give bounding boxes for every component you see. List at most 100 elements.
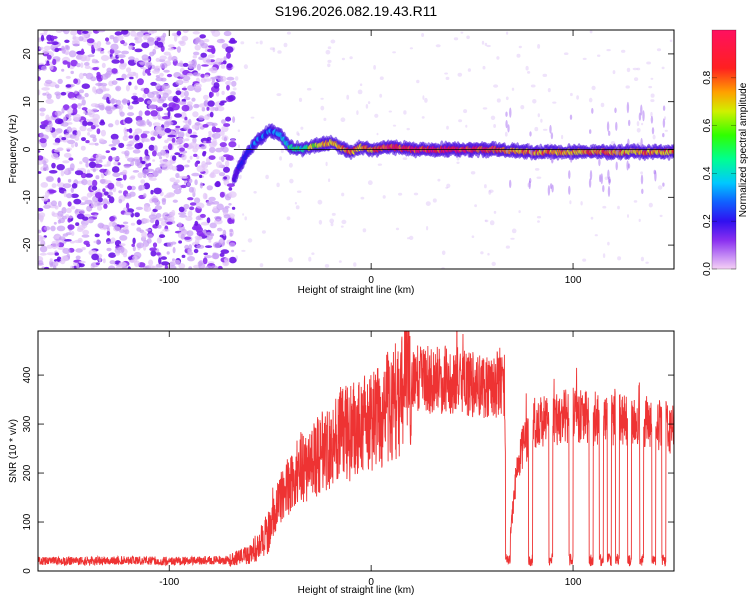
noise-speckle <box>206 185 213 191</box>
noise-speckle <box>318 219 323 225</box>
noise-speckle <box>145 168 155 172</box>
noise-speckle <box>534 168 540 171</box>
noise-speckle <box>38 171 42 174</box>
dropout-streak <box>529 148 532 154</box>
noise-speckle <box>145 228 152 232</box>
noise-speckle <box>144 33 151 38</box>
noise-speckle <box>108 144 117 147</box>
noise-speckle <box>55 241 60 248</box>
noise-speckle <box>641 122 644 126</box>
noise-speckle <box>57 219 62 224</box>
noise-speckle <box>652 134 656 140</box>
noise-speckle <box>181 254 186 258</box>
noise-speckle <box>194 197 201 204</box>
noise-speckle <box>186 182 191 187</box>
noise-speckle <box>114 119 120 126</box>
noise-speckle <box>63 152 72 158</box>
noise-speckle <box>300 126 304 130</box>
noise-speckle <box>79 202 86 206</box>
noise-speckle <box>122 169 128 175</box>
noise-speckle <box>77 102 82 110</box>
noise-speckle <box>62 60 69 65</box>
noise-speckle <box>111 138 120 145</box>
noise-speckle <box>126 193 132 197</box>
noise-speckle <box>121 30 129 35</box>
noise-speckle <box>41 236 46 240</box>
noise-speckle <box>199 233 206 237</box>
noise-speckle <box>73 78 78 84</box>
spectrogram-x-label: Height of straight line (km) <box>298 285 415 296</box>
dropout-streak <box>570 155 573 163</box>
noise-speckle <box>80 62 84 68</box>
noise-speckle <box>110 43 119 51</box>
noise-speckle <box>96 128 101 135</box>
noise-speckle <box>220 249 230 254</box>
noise-speckle <box>62 183 72 189</box>
noise-speckle <box>156 107 164 112</box>
noise-speckle <box>359 83 363 86</box>
noise-speckle <box>151 196 159 203</box>
noise-speckle <box>39 112 45 117</box>
noise-speckle <box>51 162 56 169</box>
noise-speckle <box>51 153 59 159</box>
x-tick-label: -100 <box>159 275 179 286</box>
noise-speckle <box>97 202 103 206</box>
noise-speckle <box>136 242 144 249</box>
noise-speckle <box>96 239 101 245</box>
noise-speckle <box>406 127 410 131</box>
noise-speckle <box>159 159 168 164</box>
noise-speckle <box>607 241 610 246</box>
noise-speckle <box>82 73 87 76</box>
noise-speckle <box>84 62 90 66</box>
noise-speckle <box>320 97 324 100</box>
colorbar-gradient <box>712 30 736 269</box>
noise-speckle <box>80 54 87 62</box>
noise-speckle <box>392 124 397 127</box>
noise-speckle <box>209 146 216 153</box>
noise-speckle <box>180 233 185 240</box>
noise-speckle <box>74 170 84 176</box>
noise-speckle <box>150 136 156 141</box>
noise-speckle <box>484 42 488 47</box>
noise-speckle <box>552 101 557 104</box>
noise-speckle <box>105 88 110 92</box>
noise-speckle <box>638 218 641 222</box>
noise-speckle <box>111 68 118 74</box>
noise-speckle <box>56 225 66 232</box>
noise-speckle <box>40 166 47 172</box>
noise-speckle <box>180 184 187 189</box>
y-tick-label: 200 <box>22 464 33 481</box>
noise-speckle <box>189 155 193 160</box>
noise-speckle <box>194 161 198 167</box>
noise-speckle <box>46 54 52 60</box>
noise-speckle <box>118 261 127 267</box>
noise-speckle <box>99 178 106 184</box>
noise-speckle <box>493 210 497 214</box>
dropout-streak <box>608 178 611 183</box>
noise-speckle <box>597 54 601 57</box>
noise-speckle <box>98 256 102 263</box>
noise-speckle <box>102 198 108 206</box>
noise-speckle <box>178 240 183 244</box>
noise-speckle <box>527 182 531 188</box>
noise-speckle <box>141 42 150 49</box>
dropout-streak <box>653 169 656 175</box>
noise-speckle <box>115 85 122 92</box>
noise-speckle <box>650 77 654 80</box>
noise-speckle <box>79 125 87 132</box>
noise-speckle <box>126 144 133 147</box>
noise-speckle <box>659 214 663 218</box>
noise-speckle <box>52 133 57 138</box>
noise-speckle <box>78 72 84 80</box>
noise-speckle <box>466 35 470 40</box>
noise-speckle <box>148 265 155 269</box>
y-tick-label: 0 <box>22 568 33 574</box>
noise-speckle <box>129 76 134 80</box>
noise-speckle <box>206 200 214 205</box>
noise-speckle <box>634 77 639 81</box>
noise-speckle <box>155 125 161 133</box>
noise-speckle <box>200 73 206 78</box>
noise-speckle <box>650 111 653 117</box>
noise-speckle <box>402 157 408 161</box>
